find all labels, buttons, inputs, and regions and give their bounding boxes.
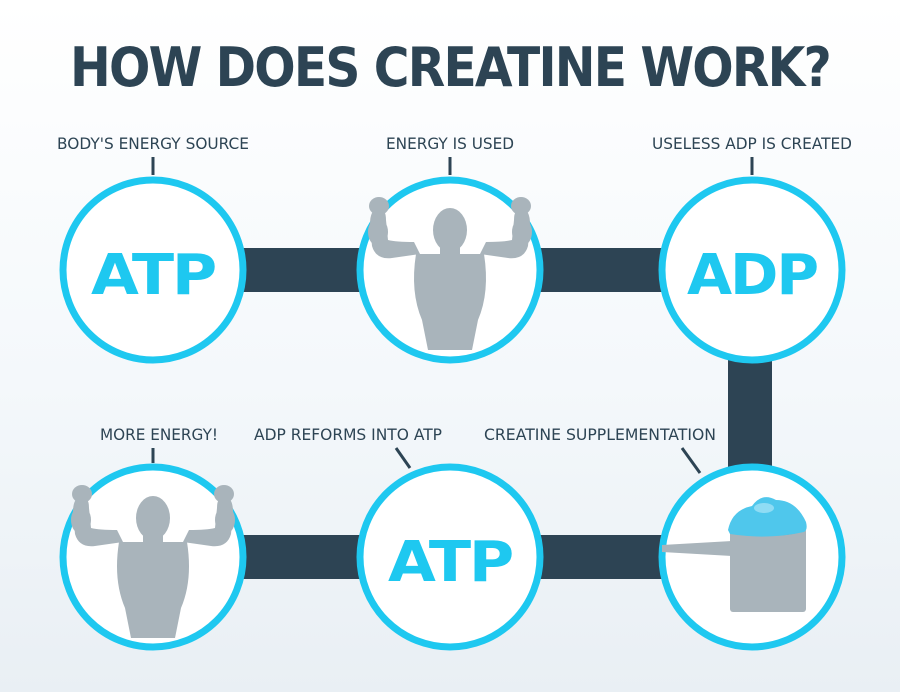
step-label-adp-reforms: ADP REFORMS INTO ATP [254, 425, 442, 444]
leader-line [680, 447, 702, 474]
step-circle-more-energy [59, 463, 247, 651]
atp-text: ATP [388, 530, 512, 595]
step-circle-atp-source: ATP [59, 176, 247, 364]
connector-adp-to-creatine [728, 345, 772, 485]
adp-text: ADP [687, 243, 817, 308]
connector-energy-to-adp [528, 248, 668, 292]
supplement-scoop-icon [662, 497, 807, 612]
step-label-energy-source: BODY'S ENERGY SOURCE [57, 134, 249, 153]
page-title: HOW DOES CREATINE WORK? [70, 36, 830, 99]
connector-creatine-to-atp [528, 535, 668, 579]
step-label-adp-created: USELESS ADP IS CREATED [652, 134, 852, 153]
step-label-creatine: CREATINE SUPPLEMENTATION [484, 425, 716, 444]
step-circle-creatine [658, 463, 846, 651]
step-circle-energy-used [356, 176, 544, 364]
leader-line [394, 447, 412, 469]
step-circle-adp: ADP [658, 176, 846, 364]
connector-atp-to-energy [230, 248, 370, 292]
connector-atp-to-more-energy [230, 535, 370, 579]
step-label-energy-used: ENERGY IS USED [386, 134, 514, 153]
step-circle-atp-reformed: ATP [356, 463, 544, 651]
step-label-more-energy: MORE ENERGY! [100, 425, 218, 444]
atp-text: ATP [91, 243, 215, 308]
